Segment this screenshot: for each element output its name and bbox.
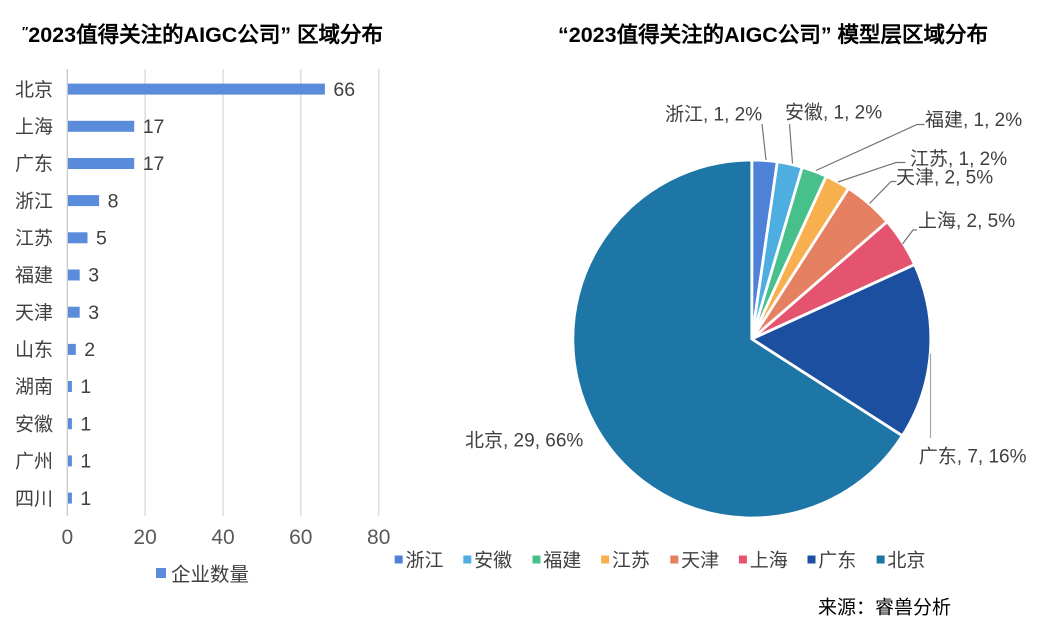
svg-text:湖南: 湖南 <box>15 376 53 398</box>
svg-text:2: 2 <box>84 339 95 361</box>
svg-text:3: 3 <box>88 265 99 287</box>
svg-text:5: 5 <box>96 228 107 250</box>
svg-text:1: 1 <box>80 413 91 435</box>
svg-text:安徽: 安徽 <box>15 413 53 435</box>
svg-text:广州: 广州 <box>15 451 53 473</box>
svg-text:3: 3 <box>88 302 99 324</box>
svg-text:1: 1 <box>80 488 91 510</box>
svg-text:天津: 天津 <box>15 302 53 324</box>
svg-text:1: 1 <box>80 376 91 398</box>
svg-text:1: 1 <box>80 451 91 473</box>
svg-text:福建, 1, 2%: 福建, 1, 2% <box>925 109 1022 131</box>
svg-text:20: 20 <box>133 526 156 549</box>
svg-text:″2023值得关注的AIGC公司” 区域分布: ″2023值得关注的AIGC公司” 区域分布 <box>22 22 383 47</box>
svg-text:江苏, 1, 2%: 江苏, 1, 2% <box>910 148 1007 170</box>
svg-text:0: 0 <box>61 526 73 549</box>
svg-text:福建: 福建 <box>543 550 581 572</box>
svg-text:广东: 广东 <box>15 153 53 175</box>
svg-text:广东: 广东 <box>818 550 856 572</box>
svg-text:来源：睿兽分析: 来源：睿兽分析 <box>818 597 951 619</box>
svg-text:浙江: 浙江 <box>15 190 53 212</box>
svg-text:上海, 2, 5%: 上海, 2, 5% <box>918 210 1015 232</box>
svg-text:山东: 山东 <box>15 339 53 361</box>
svg-text:8: 8 <box>108 190 119 212</box>
svg-text:天津, 2, 5%: 天津, 2, 5% <box>896 167 993 189</box>
svg-text:企业数量: 企业数量 <box>171 564 249 586</box>
svg-text:北京: 北京 <box>887 550 925 572</box>
svg-text:江苏: 江苏 <box>612 550 650 572</box>
svg-text:17: 17 <box>143 153 165 175</box>
svg-text:安徽: 安徽 <box>474 550 512 572</box>
svg-text:上海: 上海 <box>750 550 788 572</box>
svg-text:广东, 7, 16%: 广东, 7, 16% <box>919 446 1027 468</box>
svg-text:40: 40 <box>211 526 234 549</box>
svg-text:北京, 29, 66%: 北京, 29, 66% <box>465 430 583 452</box>
svg-text:上海: 上海 <box>15 116 53 138</box>
svg-text:80: 80 <box>367 526 390 549</box>
svg-text:安徽, 1, 2%: 安徽, 1, 2% <box>785 102 882 124</box>
svg-text:福建: 福建 <box>15 265 53 287</box>
svg-text:北京: 北京 <box>15 79 53 101</box>
svg-text:天津: 天津 <box>681 550 719 572</box>
svg-text:浙江, 1, 2%: 浙江, 1, 2% <box>665 104 762 126</box>
svg-text:“2023值得关注的AIGC公司” 模型层区域分布: “2023值得关注的AIGC公司” 模型层区域分布 <box>558 22 988 47</box>
svg-text:66: 66 <box>333 79 355 101</box>
svg-text:浙江: 浙江 <box>406 550 444 572</box>
svg-text:四川: 四川 <box>15 489 53 510</box>
svg-text:17: 17 <box>143 116 165 138</box>
svg-text:江苏: 江苏 <box>15 228 53 250</box>
svg-text:60: 60 <box>289 526 312 549</box>
